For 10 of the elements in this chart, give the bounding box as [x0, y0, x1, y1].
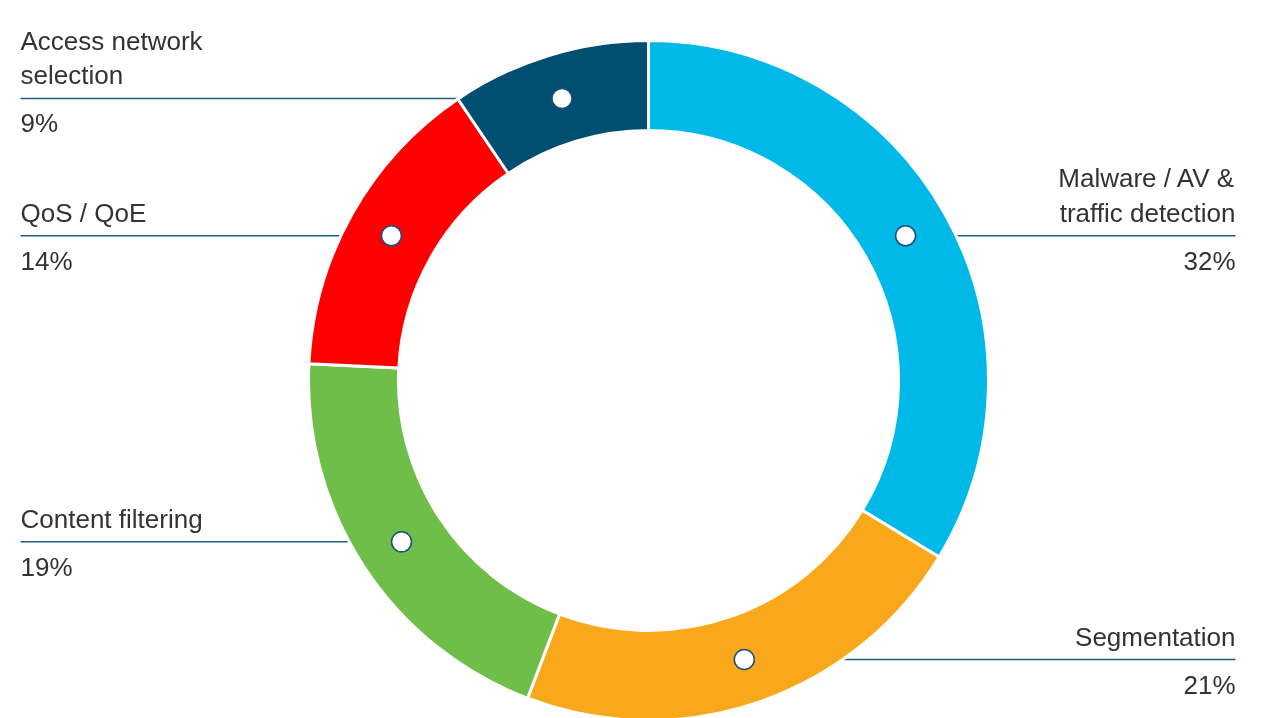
data-label: 21% [1183, 669, 1236, 700]
data-label: 14% [20, 245, 73, 276]
data-label: 19% [20, 551, 73, 582]
slice-label: Segmentation [1075, 621, 1236, 652]
slice-label: Malware / AV & traffic detection [1058, 163, 1236, 228]
data-label: 9% [20, 108, 59, 139]
slice-label: Content filtering [20, 503, 203, 534]
slice-label: QoS / QoE [20, 197, 147, 228]
slice-label: Access network selection [20, 25, 204, 91]
data-label: 32% [1183, 245, 1236, 276]
